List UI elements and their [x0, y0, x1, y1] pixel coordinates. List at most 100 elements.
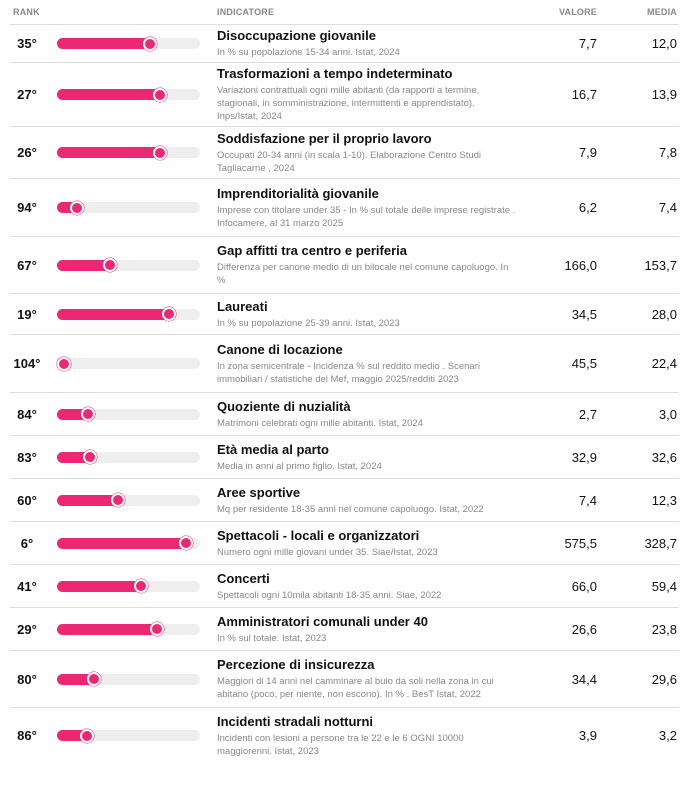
indicator-value: 32,9 — [571, 449, 597, 465]
indicator-value: 7,7 — [578, 36, 597, 51]
indicator-mean: 7,4 — [658, 200, 677, 215]
indicator-cell: Imprenditorialità giovanile Imprese con … — [217, 181, 527, 235]
rank-value: 60° — [17, 492, 37, 508]
indicator-title: Imprenditorialità giovanile — [217, 185, 379, 201]
indicator-description: In % sul totale. Istat, 2023 — [217, 632, 327, 644]
table-row: 104° Canone di locazione In zona semicen… — [10, 334, 679, 392]
table-row: 26° Soddisfazione per il proprio lavoro … — [10, 126, 679, 178]
table-row: 80° Percezione di insicurezza Maggiori d… — [10, 650, 679, 707]
rank-bar-knob — [178, 536, 193, 550]
rank-bar-cell — [56, 536, 217, 550]
rank-bar-fill — [57, 38, 150, 49]
rank-value: 19° — [17, 306, 37, 322]
rank-bar-track — [57, 536, 200, 550]
header-value: VALORE — [558, 7, 597, 17]
rank-bar-knob — [142, 36, 157, 51]
rank-value: 104° — [13, 356, 41, 371]
rank-bar-fill — [57, 89, 160, 100]
rank-value: 80° — [17, 671, 37, 687]
rank-bar-track — [57, 307, 200, 321]
rank-bar-knob — [57, 356, 72, 371]
rank-value: 27° — [17, 87, 37, 102]
indicator-mean: 13,9 — [651, 87, 677, 102]
rank-value: 35° — [17, 36, 37, 51]
rank-value: 83° — [17, 449, 37, 465]
rank-bar-track — [57, 145, 200, 160]
table-row: 60° Aree sportive Mq per residente 18-35… — [10, 478, 679, 521]
table-row: 27° Trasformazioni a tempo indeterminato… — [10, 62, 679, 126]
indicator-title: Soddisfazione per il proprio lavoro — [217, 130, 432, 146]
indicator-title: Percezione di insicurezza — [217, 657, 375, 672]
indicator-description: Incidenti con lesioni a persone tra le 2… — [217, 732, 464, 757]
rank-bar-cell — [56, 728, 217, 743]
indicator-value: 34,5 — [571, 306, 597, 322]
rank-bar-fill — [57, 580, 142, 592]
indicator-mean: 153,7 — [644, 257, 677, 273]
rank-bar-track — [57, 728, 200, 743]
indicator-description: Numero ogni mille giovani under 35. Siae… — [217, 546, 438, 558]
rank-value: 26° — [17, 145, 37, 160]
rank-bar-cell — [56, 579, 217, 593]
indicator-cell: Soddisfazione per il proprio lavoro Occu… — [217, 126, 527, 180]
indicator-description: Spettacoli ogni 10mila abitanti 18-35 an… — [217, 589, 442, 601]
rank-bar-track — [57, 407, 200, 421]
rank-bar-cell — [56, 145, 217, 160]
indicator-title: Canone di locazione — [217, 341, 343, 357]
indicator-cell: Amministratori comunali under 40 In % su… — [217, 609, 527, 650]
rank-bar-fill — [57, 147, 160, 158]
indicator-mean: 23,8 — [651, 621, 677, 637]
rank-bar-track — [57, 36, 200, 51]
header-rank: RANK — [13, 7, 40, 17]
rank-bar-knob — [102, 258, 117, 272]
indicator-mean: 22,4 — [651, 356, 677, 371]
rank-bar-track — [57, 450, 200, 464]
rank-bar-cell — [56, 622, 217, 636]
indicator-title: Amministratori comunali under 40 — [217, 613, 428, 629]
indicator-cell: Laureati In % su popolazione 25-39 anni.… — [217, 294, 527, 335]
rank-bar-knob — [150, 622, 165, 636]
indicator-mean: 59,4 — [651, 578, 677, 594]
rank-bar-cell — [56, 450, 217, 464]
indicator-value: 6,2 — [578, 200, 597, 215]
indicator-cell: Aree sportive Mq per residente 18-35 ann… — [217, 480, 527, 521]
rank-bar-knob — [111, 493, 126, 507]
indicator-title: Concerti — [217, 570, 270, 586]
rank-bar-knob — [82, 450, 97, 464]
rank-bar-knob — [134, 579, 149, 593]
indicator-description: In % su popolazione 15-34 anni. Istat, 2… — [217, 47, 400, 58]
rank-bar-cell — [56, 672, 217, 686]
rank-bar-fill — [57, 451, 90, 463]
indicator-value: 34,4 — [571, 671, 597, 687]
table-body: 35° Disoccupazione giovanile In % su pop… — [10, 24, 679, 763]
indicator-value: 7,9 — [578, 145, 597, 160]
rank-bar-fill — [57, 537, 186, 549]
table-row: 19° Laureati In % su popolazione 25-39 a… — [10, 293, 679, 334]
table-row: 6° Spettacoli - locali e organizzatori N… — [10, 521, 679, 564]
rank-bar-cell — [56, 356, 217, 371]
rank-bar-cell — [56, 258, 217, 272]
indicator-cell: Percezione di insicurezza Maggiori di 14… — [217, 652, 527, 706]
rank-bar-cell — [56, 493, 217, 507]
rank-bar-track — [57, 622, 200, 636]
rank-value: 84° — [17, 406, 37, 422]
indicator-cell: Disoccupazione giovanile In % su popolaz… — [217, 23, 527, 64]
indicator-value: 3,9 — [578, 728, 597, 743]
indicator-cell: Gap affitti tra centro e periferia Diffe… — [217, 238, 527, 292]
rank-bar-fill — [57, 202, 78, 213]
rank-bar-knob — [87, 672, 102, 686]
ranking-table: RANK INDICATORE VALORE MEDIA 35° Disoccu… — [10, 7, 679, 763]
rank-bar-knob — [70, 200, 85, 215]
indicator-title: Aree sportive — [217, 484, 301, 500]
indicator-title: Laureati — [217, 298, 268, 314]
indicator-description: Matrimoni celebrati ogni mille abitanti.… — [217, 417, 423, 429]
indicator-value: 66,0 — [571, 578, 597, 594]
rank-bar-fill — [57, 259, 110, 271]
indicator-description: Occupati 20-34 anni (in scala 1-10). Ela… — [217, 149, 482, 174]
rank-bar-cell — [56, 36, 217, 51]
rank-bar-knob — [152, 145, 167, 160]
rank-bar-track — [57, 87, 200, 102]
table-row: 35° Disoccupazione giovanile In % su pop… — [10, 24, 679, 62]
rank-bar-fill — [57, 673, 95, 685]
header-indicator: INDICATORE — [217, 7, 275, 17]
rank-bar-fill — [57, 494, 119, 506]
